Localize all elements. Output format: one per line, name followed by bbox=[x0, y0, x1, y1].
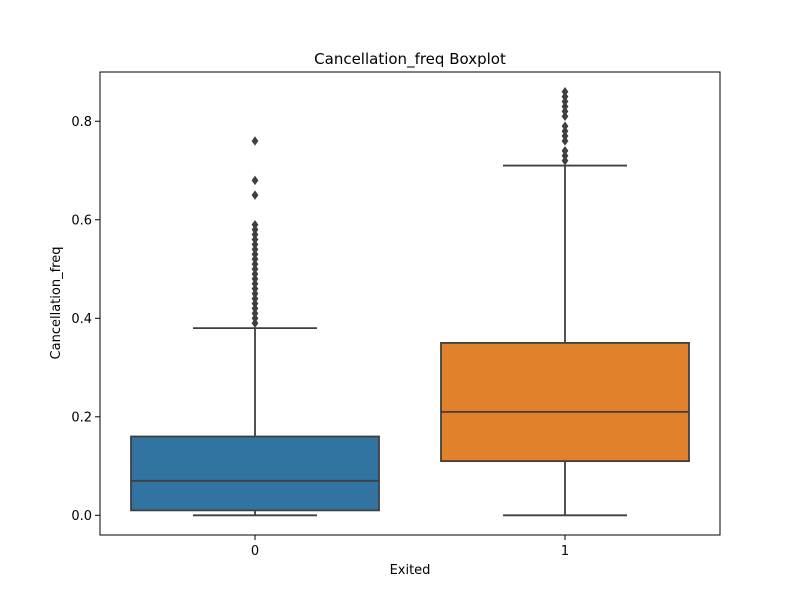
outlier-point bbox=[251, 249, 259, 259]
outlier-point bbox=[561, 131, 569, 141]
box bbox=[440, 342, 690, 463]
outlier-point bbox=[251, 219, 259, 230]
outlier-point bbox=[561, 106, 569, 117]
x-axis-label: Exited bbox=[390, 563, 431, 578]
y-tick-label: 0.0 bbox=[71, 509, 92, 524]
outlier-point bbox=[251, 254, 259, 264]
box bbox=[130, 435, 380, 512]
outlier-point bbox=[251, 136, 259, 146]
outlier-point bbox=[561, 111, 569, 122]
outlier-point bbox=[251, 293, 259, 304]
outlier-point bbox=[561, 86, 569, 97]
outlier-point bbox=[561, 146, 569, 156]
chart-title: Cancellation_freq Boxplot bbox=[314, 50, 506, 69]
outlier-point bbox=[251, 229, 259, 240]
outlier-point bbox=[561, 101, 569, 112]
y-axis-label: Cancellation_freq bbox=[49, 247, 64, 360]
outlier-point bbox=[251, 190, 259, 200]
outlier-point bbox=[251, 259, 259, 269]
box-group-1 bbox=[440, 86, 690, 517]
outlier-point bbox=[561, 155, 569, 166]
outlier-point bbox=[251, 264, 259, 274]
outlier-point bbox=[251, 288, 259, 299]
outlier-point bbox=[251, 244, 259, 255]
outlier-point bbox=[561, 91, 569, 102]
outlier-point bbox=[561, 151, 569, 161]
x-tick-label: 0 bbox=[251, 544, 259, 559]
outlier-point bbox=[251, 279, 259, 289]
y-tick-label: 0.2 bbox=[71, 410, 92, 425]
y-tick-label: 0.8 bbox=[71, 115, 92, 130]
outlier-point bbox=[251, 318, 259, 328]
outlier-point bbox=[251, 274, 259, 284]
plot-area bbox=[130, 86, 690, 517]
x-tick-label: 1 bbox=[561, 544, 569, 559]
outlier-point bbox=[561, 96, 569, 107]
outlier-point bbox=[251, 234, 259, 245]
outlier-point bbox=[251, 298, 259, 309]
outlier-point bbox=[251, 175, 259, 186]
outlier-point bbox=[251, 269, 259, 279]
plot-frame bbox=[99, 71, 721, 536]
outlier-point bbox=[561, 136, 569, 146]
outlier-point bbox=[251, 284, 259, 294]
y-tick-label: 0.4 bbox=[71, 312, 92, 327]
outlier-point bbox=[561, 121, 569, 131]
y-axis: 0.0 0.2 0.4 0.6 0.8 bbox=[71, 115, 100, 524]
y-tick-label: 0.6 bbox=[71, 213, 92, 228]
outlier-point bbox=[251, 308, 259, 319]
outlier-point bbox=[251, 303, 259, 314]
outlier-point bbox=[251, 239, 259, 250]
outlier-point bbox=[251, 224, 259, 235]
box-group-0 bbox=[130, 136, 380, 517]
outlier-point bbox=[561, 126, 569, 136]
outlier-point bbox=[251, 313, 259, 323]
